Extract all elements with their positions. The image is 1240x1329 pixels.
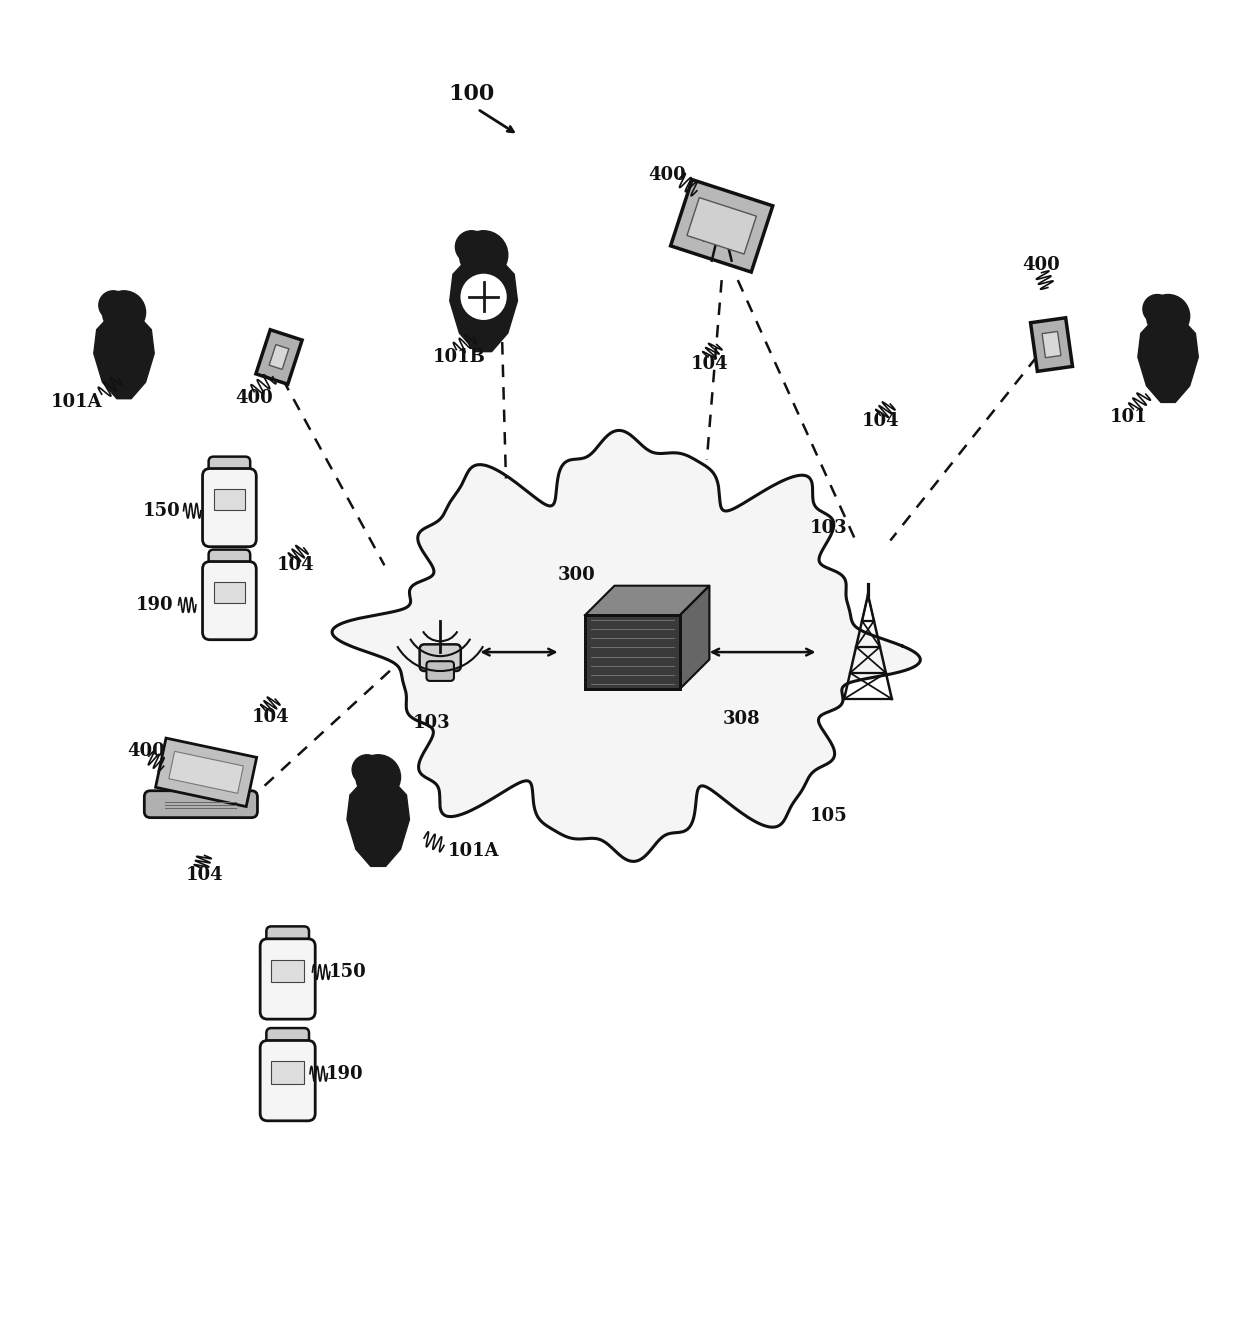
Circle shape: [356, 755, 401, 800]
FancyBboxPatch shape: [208, 550, 250, 571]
FancyBboxPatch shape: [208, 457, 250, 478]
Circle shape: [1147, 295, 1189, 338]
Text: 103: 103: [413, 714, 450, 732]
Polygon shape: [671, 179, 773, 272]
Text: 104: 104: [186, 867, 223, 884]
Text: 150: 150: [143, 502, 180, 520]
Text: 101A: 101A: [448, 841, 500, 860]
FancyBboxPatch shape: [202, 469, 257, 546]
Polygon shape: [169, 751, 243, 793]
Polygon shape: [94, 312, 154, 399]
Text: 308: 308: [723, 710, 760, 728]
Circle shape: [455, 231, 487, 263]
Polygon shape: [1138, 316, 1198, 403]
Text: 100: 100: [448, 84, 495, 105]
Polygon shape: [450, 255, 517, 352]
FancyBboxPatch shape: [144, 791, 258, 817]
Text: 400: 400: [1023, 256, 1060, 274]
Polygon shape: [332, 431, 920, 861]
Text: 300: 300: [558, 566, 595, 585]
Text: 101: 101: [1110, 408, 1147, 425]
FancyBboxPatch shape: [267, 1029, 309, 1050]
Circle shape: [103, 291, 145, 334]
Polygon shape: [615, 586, 709, 659]
Text: 190: 190: [136, 595, 174, 614]
Polygon shape: [1042, 331, 1061, 358]
Text: 101B: 101B: [433, 348, 485, 365]
FancyBboxPatch shape: [215, 469, 244, 480]
FancyBboxPatch shape: [260, 1041, 315, 1120]
Polygon shape: [687, 198, 756, 254]
Circle shape: [352, 755, 382, 784]
FancyBboxPatch shape: [427, 662, 454, 680]
FancyBboxPatch shape: [260, 938, 315, 1019]
Text: 104: 104: [862, 412, 899, 431]
Text: 101A: 101A: [51, 392, 103, 411]
Bar: [585, 615, 680, 688]
Bar: [585, 615, 680, 688]
FancyBboxPatch shape: [272, 940, 304, 950]
FancyBboxPatch shape: [202, 562, 257, 639]
Polygon shape: [269, 344, 289, 369]
Text: 104: 104: [252, 707, 289, 726]
Polygon shape: [347, 777, 409, 867]
Polygon shape: [155, 738, 257, 807]
FancyBboxPatch shape: [215, 562, 244, 573]
Bar: [272, 960, 304, 982]
Polygon shape: [680, 586, 709, 688]
FancyBboxPatch shape: [419, 645, 461, 671]
Text: 190: 190: [326, 1065, 363, 1083]
Bar: [213, 582, 246, 603]
FancyBboxPatch shape: [267, 926, 309, 948]
Text: 105: 105: [810, 807, 847, 825]
Text: 400: 400: [236, 389, 273, 407]
Circle shape: [99, 291, 128, 319]
Text: 104: 104: [277, 557, 314, 574]
Bar: [213, 489, 246, 510]
Text: 104: 104: [691, 355, 728, 373]
Circle shape: [459, 231, 508, 279]
Bar: [272, 1062, 304, 1083]
Polygon shape: [1030, 318, 1073, 371]
Text: 103: 103: [810, 520, 847, 537]
Polygon shape: [585, 586, 709, 615]
Polygon shape: [255, 330, 303, 384]
Text: 400: 400: [128, 743, 165, 760]
Text: 400: 400: [649, 166, 686, 183]
Circle shape: [459, 272, 508, 322]
FancyBboxPatch shape: [272, 1041, 304, 1051]
Text: 150: 150: [329, 964, 366, 981]
Circle shape: [1143, 295, 1172, 323]
